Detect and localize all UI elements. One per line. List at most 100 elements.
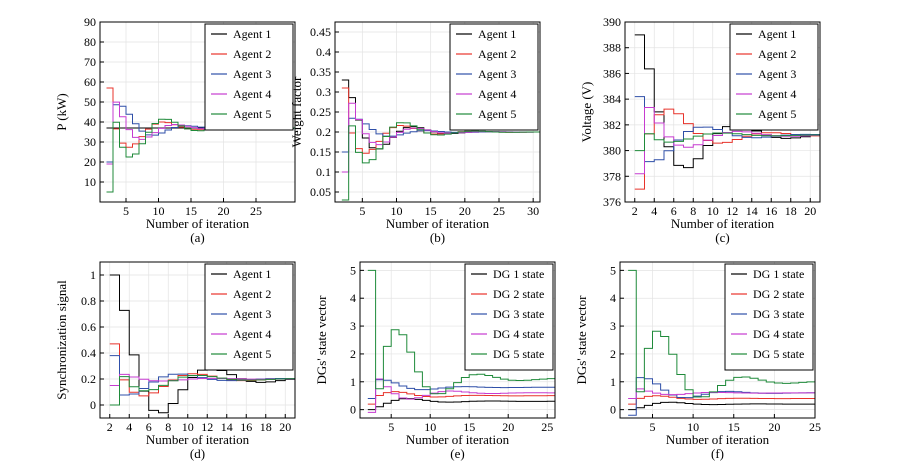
- y-axis-label: Weight factor: [289, 76, 304, 147]
- y-tick-label: 0.4: [81, 346, 96, 360]
- x-tick-label: 2: [632, 204, 638, 218]
- y-tick-label: 390: [603, 15, 621, 29]
- x-tick-label: 5: [388, 420, 394, 434]
- legend-box: [724, 263, 814, 371]
- plot-frame: [359, 261, 556, 419]
- x-tick-label: 20: [459, 204, 471, 218]
- x-tick-label: 15: [185, 204, 197, 218]
- x-tick-label: 20: [502, 420, 514, 434]
- legend-box: [204, 23, 294, 131]
- x-tick-label: 25: [493, 204, 505, 218]
- y-tick-label: 386: [603, 66, 621, 80]
- y-tick-label: 0.3: [316, 85, 331, 99]
- legend-label: Agent 5: [233, 107, 271, 121]
- x-tick-label: 16: [240, 420, 252, 434]
- x-tick-label: 15: [463, 420, 475, 434]
- y-tick-label: 388: [603, 41, 621, 55]
- x-tick-label: 10: [707, 204, 719, 218]
- x-axis-label: Number of iteration: [386, 216, 490, 231]
- plot-frame: [619, 261, 816, 419]
- panel-caption: (c): [715, 230, 729, 245]
- x-tick-label: 15: [425, 204, 437, 218]
- legend-label: Agent 1: [478, 27, 516, 41]
- chart-panel-4: 2 4 6 8 10 12 14 16 18 20 0 0.2 0.4 0.6 0.8 1 Number of …: [54, 261, 296, 461]
- y-axis-label: Synchronization signal: [54, 280, 69, 400]
- x-tick-label: 10: [182, 420, 194, 434]
- series-line-agent-5: [634, 132, 821, 152]
- panel-caption: (a): [190, 230, 204, 245]
- x-tick-label: 18: [785, 204, 797, 218]
- x-tick-label: 10: [424, 420, 436, 434]
- y-axis-label: DGs' state vector: [314, 295, 329, 385]
- x-tick-label: 6: [146, 420, 152, 434]
- y-tick-label: 0.45: [310, 25, 331, 39]
- x-tick-label: 30: [527, 204, 539, 218]
- x-axis-label: Number of iteration: [671, 216, 775, 231]
- plot-frame: [624, 21, 821, 203]
- x-tick-label: 15: [728, 420, 740, 434]
- y-tick-label: 0: [350, 403, 356, 417]
- y-tick-label: 60: [84, 75, 96, 89]
- x-tick-label: 8: [165, 420, 171, 434]
- legend-label: Agent 1: [233, 27, 271, 41]
- y-tick-label: 3: [610, 319, 616, 333]
- series-line-dg-1-state: [628, 401, 816, 411]
- series-line-dg-4-state: [628, 388, 816, 399]
- legend-label: Agent 2: [478, 47, 516, 61]
- series-line-agent-5: [109, 374, 296, 406]
- y-tick-label: 1: [90, 268, 96, 282]
- y-tick-label: 0: [90, 398, 96, 412]
- series-line-dg-3-state: [367, 379, 556, 399]
- y-tick-label: 0.1: [316, 165, 331, 179]
- x-tick-label: 20: [804, 204, 816, 218]
- legend-label: DG 2 state: [753, 287, 804, 301]
- x-tick-label: 10: [153, 204, 165, 218]
- legend-label: DG 3 state: [493, 307, 544, 321]
- legend-label: Agent 4: [233, 87, 271, 101]
- series-line-dg-1-state: [367, 398, 556, 411]
- x-axis-label: Number of iteration: [666, 432, 770, 447]
- legend-label: Agent 2: [233, 47, 271, 61]
- y-tick-label: 2: [350, 347, 356, 361]
- y-tick-label: 2: [610, 347, 616, 361]
- y-axis-label: P (kW): [54, 93, 69, 130]
- x-tick-label: 8: [690, 204, 696, 218]
- chart-panel-2: 5 10 15 20 25 30 0.05 0.1 0.15 0.2 0.25 0.3 0.35 0.4 0…: [289, 21, 541, 245]
- y-tick-label: 382: [603, 118, 621, 132]
- y-tick-label: 90: [84, 15, 96, 29]
- y-tick-label: 5: [350, 263, 356, 277]
- legend-label: DG 3 state: [753, 307, 804, 321]
- y-tick-label: 10: [84, 175, 96, 189]
- y-axis-label: DGs' state vector: [574, 295, 589, 385]
- panel-caption: (f): [711, 446, 724, 461]
- y-tick-label: 0.8: [81, 294, 96, 308]
- y-tick-label: 4: [350, 291, 356, 305]
- x-tick-label: 4: [126, 420, 132, 434]
- x-tick-label: 5: [359, 204, 365, 218]
- legend-label: DG 4 state: [753, 327, 804, 341]
- legend-label: Agent 4: [758, 87, 796, 101]
- y-tick-label: 80: [84, 35, 96, 49]
- x-tick-label: 10: [687, 420, 699, 434]
- x-tick-label: 16: [765, 204, 777, 218]
- chart-panel-6: 5 10 15 20 25 0 1 2 3 4 5 Number of iteration DGs' s…: [574, 261, 821, 461]
- y-tick-label: 5: [610, 263, 616, 277]
- legend-label: Agent 3: [478, 67, 516, 81]
- x-tick-label: 20: [218, 204, 230, 218]
- panel-caption: (d): [190, 446, 205, 461]
- y-tick-label: 0.2: [81, 372, 96, 386]
- legend-label: DG 4 state: [493, 327, 544, 341]
- chart-panel-1: 5 10 15 20 25 10 20 30 40 50 60 70 80 90 Number of ite…: [54, 15, 296, 245]
- legend-label: Agent 3: [233, 307, 271, 321]
- x-tick-label: 25: [809, 420, 821, 434]
- legend-box: [464, 263, 554, 371]
- series-line-agent-4: [634, 106, 821, 175]
- y-axis-label: Voltage (V): [579, 82, 594, 143]
- x-axis-label: Number of iteration: [146, 216, 250, 231]
- y-tick-label: 0.2: [316, 125, 331, 139]
- legend-label: Agent 5: [233, 347, 271, 361]
- x-tick-label: 20: [279, 420, 291, 434]
- y-tick-label: 378: [603, 169, 621, 183]
- legend-label: Agent 5: [758, 107, 796, 121]
- x-tick-label: 20: [768, 420, 780, 434]
